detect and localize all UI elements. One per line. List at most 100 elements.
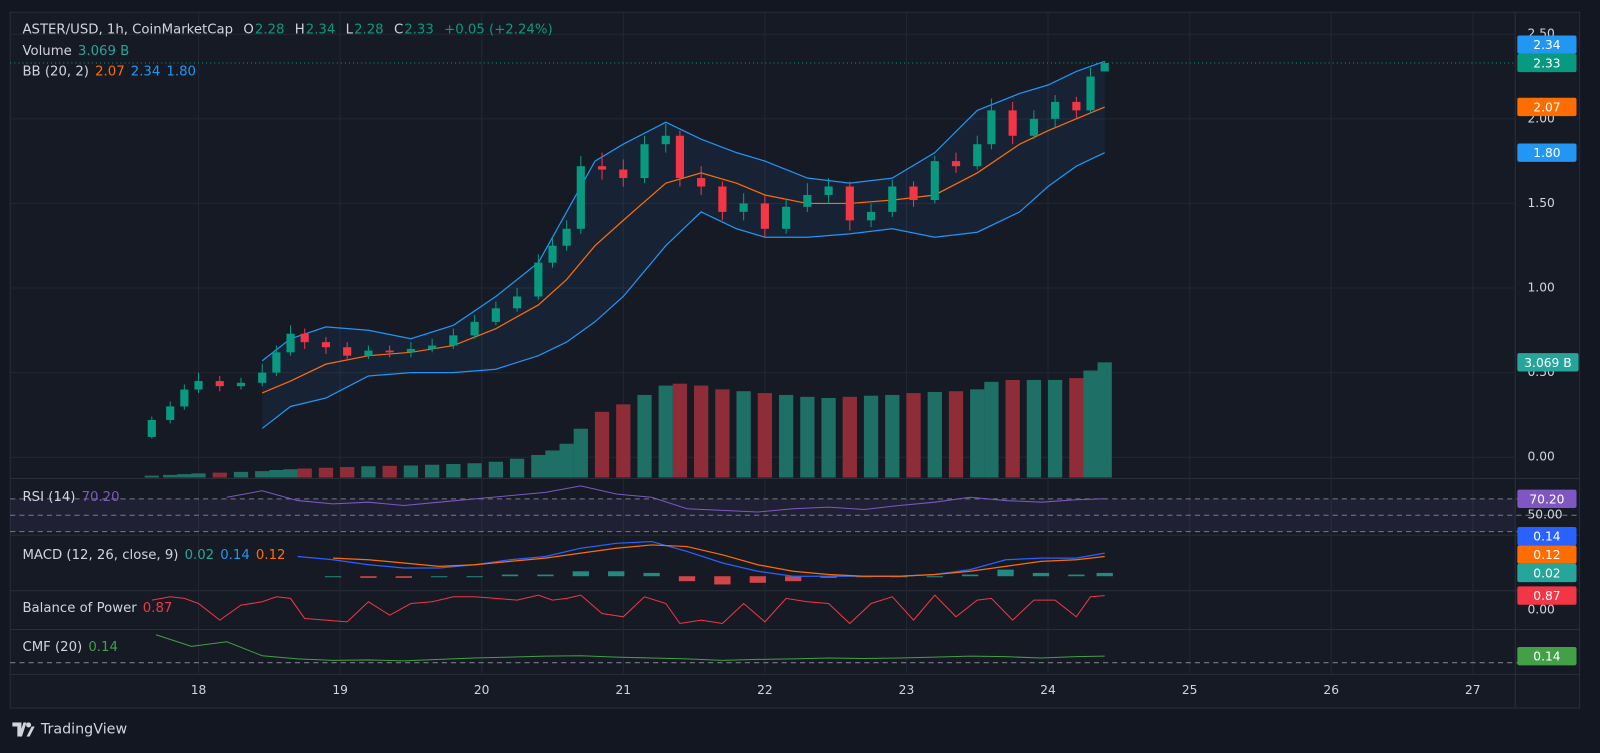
price-badge-label: 3.069 B bbox=[1524, 356, 1571, 370]
histogram-bar bbox=[1032, 572, 1050, 577]
candle-body bbox=[236, 382, 246, 387]
brand-name: TradingView bbox=[40, 721, 128, 738]
ohlc-value: 2.28 bbox=[354, 22, 384, 38]
volume-bar bbox=[144, 475, 159, 478]
ohlc-key: H bbox=[294, 22, 305, 38]
histogram-bar bbox=[466, 576, 483, 578]
bb-upper bbox=[261, 60, 1105, 362]
legend-value: 0.14 bbox=[220, 547, 250, 564]
candle-body bbox=[491, 308, 500, 322]
candle-body bbox=[258, 372, 267, 383]
price-badge-label: 0.87 bbox=[1533, 589, 1560, 603]
candle-body bbox=[215, 381, 224, 387]
x-tick-label: 19 bbox=[332, 683, 348, 697]
volume-bar bbox=[1069, 378, 1084, 478]
legend-name[interactable]: CMF (20) bbox=[22, 639, 83, 656]
legend-value: 3.069 B bbox=[77, 43, 130, 60]
volume-bar bbox=[715, 389, 730, 478]
histogram-bar bbox=[1068, 574, 1085, 577]
legend-value: 0.14 bbox=[88, 639, 118, 656]
volume-bar bbox=[694, 385, 709, 478]
x-tick-label: 18 bbox=[191, 683, 207, 697]
macd-line bbox=[297, 540, 1105, 577]
volume-bar bbox=[403, 465, 419, 478]
x-tick-label: 21 bbox=[615, 683, 631, 697]
price-badge-label: 0.14 bbox=[1533, 530, 1560, 544]
ohlc-key: L bbox=[345, 22, 354, 38]
signal-line bbox=[333, 544, 1105, 577]
legend-name[interactable]: BB (20, 2) bbox=[22, 64, 89, 80]
volume-bar bbox=[573, 428, 588, 478]
legend-value: 0.12 bbox=[255, 547, 286, 564]
volume-bar bbox=[340, 466, 355, 478]
candle-body bbox=[619, 169, 628, 179]
price-badge bbox=[1517, 586, 1577, 605]
price-badge-label: 2.33 bbox=[1533, 57, 1560, 71]
candle-body bbox=[866, 211, 876, 221]
candle-body bbox=[803, 194, 812, 207]
indicator-line bbox=[226, 485, 1105, 513]
x-tick-label: 23 bbox=[899, 683, 915, 697]
histogram-bar bbox=[714, 576, 731, 585]
histogram-bar bbox=[395, 576, 412, 578]
histogram-bar bbox=[678, 576, 696, 582]
candle-body bbox=[888, 186, 897, 212]
price-badge-label: 0.14 bbox=[1533, 650, 1560, 664]
volume-bar bbox=[467, 463, 482, 478]
y-tick-label: 0.00 bbox=[1528, 603, 1555, 617]
bb-fill bbox=[262, 61, 1105, 429]
candle-body bbox=[1100, 62, 1109, 72]
candle-body bbox=[973, 144, 982, 167]
price-badge-label: 0.12 bbox=[1533, 548, 1560, 562]
candle-body bbox=[640, 144, 649, 179]
candle-body bbox=[272, 352, 281, 373]
volume-bar bbox=[757, 393, 773, 478]
price-badge-label: 70.20 bbox=[1529, 492, 1564, 506]
volume-bar bbox=[361, 466, 376, 478]
volume-bar bbox=[1005, 379, 1020, 478]
volume-bar bbox=[255, 471, 270, 478]
price-badge-label: 1.80 bbox=[1533, 146, 1560, 160]
histogram-bar bbox=[572, 571, 589, 577]
price-badge bbox=[1517, 53, 1577, 73]
price-badge bbox=[1517, 97, 1577, 117]
x-tick-label: 25 bbox=[1182, 683, 1198, 697]
price-badge bbox=[1517, 545, 1577, 564]
candle-body bbox=[718, 186, 727, 212]
legend-name[interactable]: RSI (14) bbox=[22, 489, 76, 506]
candle-body bbox=[951, 161, 961, 167]
candle-body bbox=[661, 135, 670, 145]
y-tick-label: 0.00 bbox=[1528, 450, 1555, 464]
bb-lower bbox=[261, 152, 1105, 429]
candle-body bbox=[194, 381, 203, 390]
candle-body bbox=[180, 389, 189, 407]
brand[interactable]: TradingView bbox=[12, 721, 128, 738]
volume-bar bbox=[800, 396, 815, 478]
candle-body bbox=[930, 161, 939, 201]
volume-bar bbox=[163, 474, 178, 478]
x-tick-label: 20 bbox=[474, 683, 490, 697]
symbol[interactable]: ASTER/USD, 1h, CoinMarketCap bbox=[22, 22, 234, 38]
candle-body bbox=[1086, 76, 1095, 111]
price-badge bbox=[1517, 143, 1577, 162]
candle-body bbox=[1072, 101, 1081, 111]
volume-bar bbox=[970, 389, 985, 478]
histogram-bar bbox=[749, 576, 766, 583]
legend-value: 70.20 bbox=[81, 489, 120, 506]
volume-bar bbox=[885, 394, 900, 478]
price-badge bbox=[1517, 527, 1577, 546]
candle-body bbox=[534, 262, 543, 297]
ohlc-value: 2.34 bbox=[305, 22, 336, 38]
y-tick-label: 1.00 bbox=[1528, 281, 1555, 295]
volume-bar bbox=[821, 397, 836, 478]
price-badge bbox=[1517, 35, 1577, 54]
volume-bar bbox=[446, 463, 461, 478]
volume-bar bbox=[233, 471, 249, 478]
histogram-bar bbox=[1096, 572, 1113, 577]
legend-name[interactable]: Volume bbox=[22, 43, 72, 60]
legend-name[interactable]: MACD (12, 26, close, 9) bbox=[22, 547, 179, 564]
macd-legend: MACD (12, 26, close, 9) 0.02 0.14 0.12 bbox=[22, 548, 291, 563]
legend-name[interactable]: Balance of Power bbox=[22, 600, 137, 617]
